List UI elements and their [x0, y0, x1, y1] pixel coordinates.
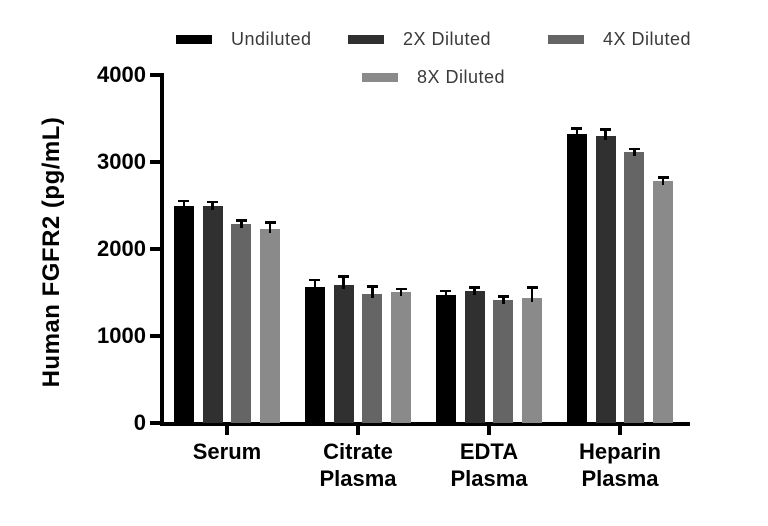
bar-citrate-plasma-2x-diluted — [333, 284, 354, 423]
bar-citrate-plasma-undiluted — [304, 287, 325, 423]
x-axis-label: Heparin Plasma — [579, 439, 661, 491]
legend-item-4x-diluted: 4X Diluted — [548, 28, 692, 49]
error-bar-cap — [207, 200, 219, 204]
error-bar-line — [444, 290, 448, 300]
y-tick — [150, 421, 160, 425]
error-bar-line — [313, 279, 317, 292]
legend-label-2x-diluted: 2X Diluted — [403, 28, 492, 49]
error-bar-line — [502, 296, 505, 305]
error-bar-cap — [338, 275, 350, 278]
x-tick — [618, 426, 622, 435]
bar-citrate-plasma-8x-diluted — [391, 291, 412, 423]
error-bar-line — [604, 129, 607, 140]
error-bar-cap — [657, 176, 669, 179]
bar-edta-plasma-undiluted — [435, 295, 456, 423]
y-tick-label: 1000 — [97, 323, 146, 348]
x-axis-label: Citrate Plasma — [319, 439, 397, 491]
error-bar-line — [240, 220, 243, 228]
error-bar-cap — [440, 289, 452, 292]
error-bar-cap — [628, 147, 640, 151]
legend-label-undiluted: Undiluted — [231, 28, 312, 49]
error-bar-cap — [571, 127, 583, 130]
error-bar-line — [182, 201, 186, 210]
error-bar-cap — [264, 221, 276, 224]
bar-edta-plasma-2x-diluted — [464, 290, 485, 423]
x-axis-label: EDTA Plasma — [450, 439, 528, 491]
y-tick — [150, 334, 160, 338]
y-tick-label: 3000 — [97, 149, 146, 174]
error-bar-cap — [235, 219, 247, 222]
error-bar-line — [633, 148, 636, 157]
error-bar-cap — [497, 295, 509, 298]
error-bar-line — [371, 286, 374, 299]
legend-swatch-undiluted — [176, 34, 212, 44]
error-bar-line — [268, 222, 272, 233]
y-axis-title: Human FGFR2 (pg/mL) — [38, 116, 65, 388]
bar-serum-2x-diluted — [202, 206, 223, 423]
error-bar-cap — [395, 287, 407, 291]
legend-label-8x-diluted: 8X Diluted — [417, 66, 506, 87]
bar-heparin-plasma-8x-diluted — [653, 181, 674, 423]
y-tick-label: 4000 — [97, 62, 146, 87]
y-tick-label: 2000 — [97, 236, 146, 261]
y-tick — [150, 160, 160, 164]
error-bar-cap — [309, 278, 321, 282]
bar-edta-plasma-8x-diluted — [522, 297, 543, 423]
error-bar-cap — [469, 286, 481, 289]
legend-label-4x-diluted: 4X Diluted — [603, 28, 692, 49]
legend-swatch-4x-diluted — [548, 34, 584, 44]
x-tick — [225, 426, 229, 435]
legend-item-2x-diluted: 2X Diluted — [348, 28, 492, 49]
error-bar-cap — [178, 199, 190, 203]
bar-citrate-plasma-4x-diluted — [362, 294, 383, 423]
legend-item-undiluted: Undiluted — [176, 28, 312, 49]
error-bar-line — [575, 128, 579, 139]
y-axis-line — [160, 73, 164, 426]
y-tick — [150, 247, 160, 251]
bar-edta-plasma-4x-diluted — [493, 300, 514, 423]
error-bar-line — [661, 177, 665, 186]
bar-serum-4x-diluted — [231, 223, 252, 423]
y-tick — [150, 73, 160, 77]
legend-item-8x-diluted: 8X Diluted — [362, 66, 506, 87]
error-bar-cap — [526, 286, 538, 289]
x-axis-line — [160, 422, 690, 426]
bar-serum-8x-diluted — [260, 228, 281, 423]
error-bar-line — [399, 289, 403, 296]
bar-serum-undiluted — [173, 205, 194, 423]
bar-heparin-plasma-4x-diluted — [624, 152, 645, 423]
bar-heparin-plasma-undiluted — [566, 134, 587, 423]
error-bar-line — [342, 276, 345, 289]
error-bar-line — [530, 287, 534, 302]
error-bar-cap — [600, 128, 612, 131]
legend-swatch-2x-diluted — [348, 34, 384, 44]
x-axis-label: Serum — [192, 439, 262, 464]
error-bar-line — [473, 287, 476, 295]
x-tick — [487, 426, 491, 435]
y-tick-label: 0 — [133, 410, 146, 435]
x-tick — [356, 426, 360, 435]
error-bar-line — [211, 202, 214, 211]
error-bar-cap — [366, 285, 378, 288]
legend-swatch-8x-diluted — [362, 72, 398, 82]
bar-heparin-plasma-2x-diluted — [595, 135, 616, 423]
